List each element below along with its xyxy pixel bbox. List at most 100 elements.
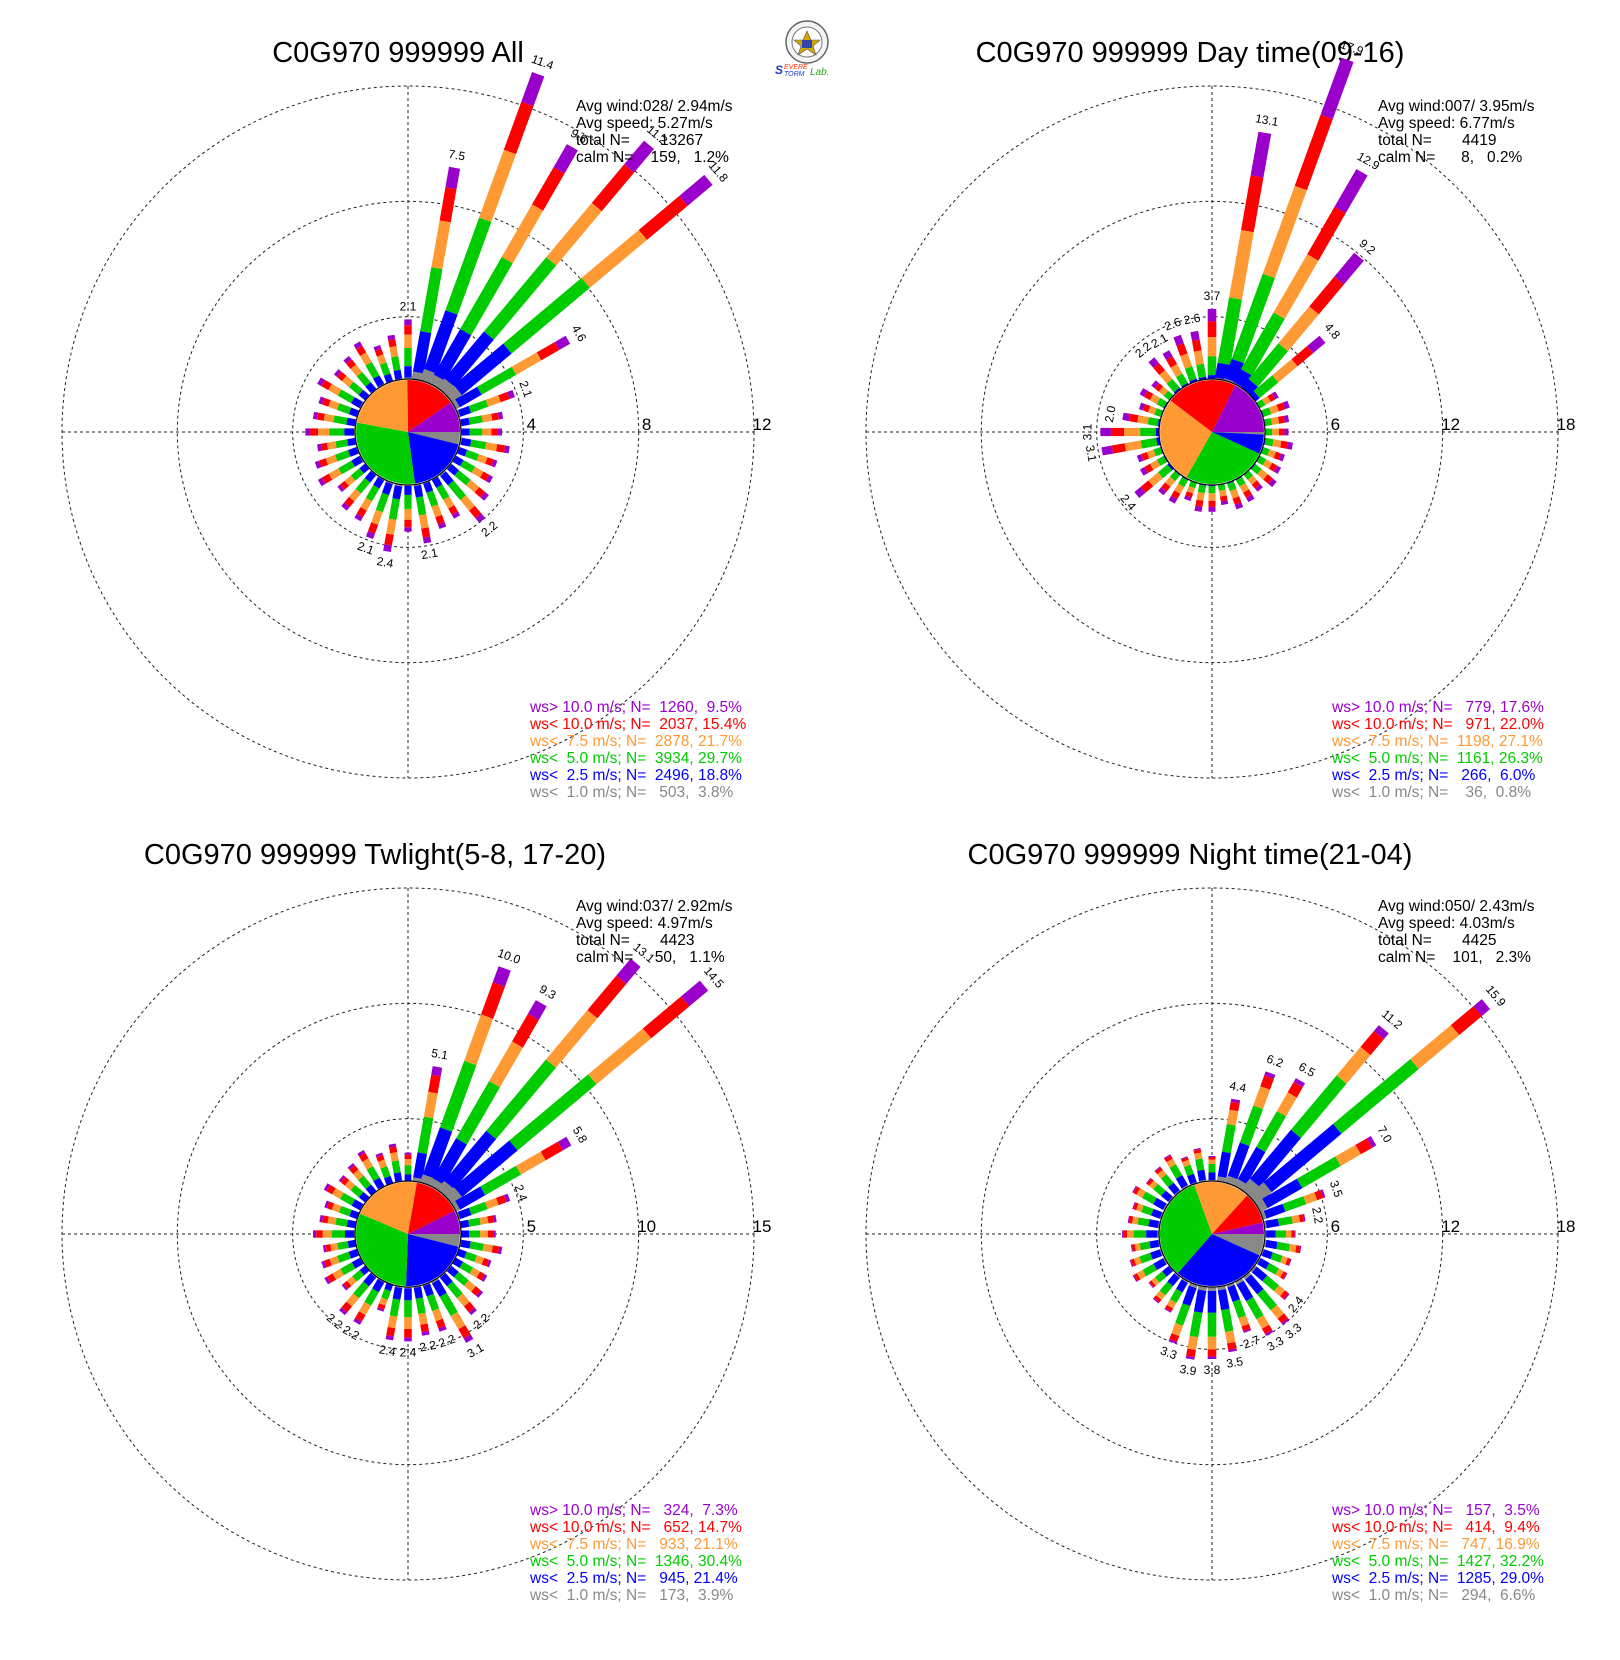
spoke-segment <box>335 439 349 449</box>
spoke-160 <box>1226 479 1244 510</box>
spoke-segment <box>328 383 342 396</box>
spoke-segment <box>1277 1313 1288 1324</box>
spoke-segment <box>318 428 330 436</box>
spoke-segment <box>1256 399 1266 409</box>
spoke-segment <box>383 544 392 552</box>
spoke-segment <box>1151 380 1159 389</box>
pie-slice <box>1177 1234 1260 1287</box>
spoke-segment <box>1231 273 1275 364</box>
spoke-segment <box>331 1230 345 1238</box>
spoke-segment <box>1302 1213 1306 1222</box>
legend: ws> 10.0 m/s; N= 157, 3.5%ws< 10.0 m/s; … <box>1331 1502 1544 1604</box>
pie-slice <box>1170 380 1236 432</box>
spoke-segment <box>457 1248 467 1259</box>
spoke-segment <box>1278 306 1319 352</box>
spoke-segment <box>335 1217 348 1227</box>
spoke-segment <box>404 1329 412 1338</box>
spoke-segment <box>322 473 333 484</box>
spoke-segment <box>346 359 356 370</box>
spoke-segment <box>404 494 412 510</box>
spoke-segment <box>1133 1230 1147 1238</box>
spoke-segment <box>1229 1101 1240 1112</box>
spoke-20: 11.4 <box>419 52 556 386</box>
spoke-segment <box>356 507 367 518</box>
spoke-110 <box>1259 1248 1292 1266</box>
legend-entry: ws> 10.0 m/s; N= 1260, 9.5% <box>529 699 742 716</box>
spoke-segment <box>1165 1304 1174 1312</box>
spoke-segment <box>404 1174 412 1181</box>
spoke-segment <box>340 1262 356 1276</box>
spoke-300 <box>1132 1185 1169 1212</box>
pie-slice <box>356 380 408 432</box>
spoke-segment <box>353 1317 362 1325</box>
spoke-segment <box>1136 1188 1146 1198</box>
spoke-segment <box>373 1177 385 1190</box>
spoke-segment <box>1265 1329 1274 1336</box>
center-pie <box>354 1180 462 1288</box>
spoke-segment <box>1265 1239 1278 1250</box>
spoke-segment <box>404 527 412 532</box>
spoke-260 <box>1130 1239 1162 1252</box>
spoke-segment <box>392 1286 403 1300</box>
spoke-segment <box>477 366 517 395</box>
spoke-segment <box>417 1116 434 1154</box>
spoke-segment <box>487 1230 494 1238</box>
spoke-segment <box>439 187 457 223</box>
spoke-segment <box>1184 366 1197 382</box>
spoke-segment <box>324 1276 331 1285</box>
spoke-segment <box>1178 477 1189 487</box>
spoke-segment <box>1153 1295 1162 1303</box>
spoke-segment <box>1233 369 1253 389</box>
spoke-segment <box>1142 1263 1157 1277</box>
ring-label: 12 <box>1441 415 1460 434</box>
spoke-segment <box>1195 1158 1205 1171</box>
spoke-segment <box>486 1259 492 1268</box>
ring-10 <box>176 1002 640 1466</box>
spoke-segment <box>452 1257 464 1268</box>
spoke-segment <box>1262 396 1271 406</box>
spoke-segment <box>460 1219 470 1229</box>
spoke-segment <box>456 1293 470 1307</box>
spoke-segment <box>469 1267 481 1278</box>
spoke-segment <box>447 480 466 500</box>
spoke-segment <box>1145 1177 1152 1184</box>
ring-8 <box>176 200 640 664</box>
legend-entry: ws< 10.0 m/s; N= 971, 22.0% <box>1331 716 1544 733</box>
legend-entry: ws> 10.0 m/s; N= 324, 7.3% <box>529 1502 738 1519</box>
spoke-segment <box>446 1281 463 1299</box>
spoke-240 <box>1139 454 1169 476</box>
spoke-segment <box>1127 1230 1134 1238</box>
spoke-segment <box>344 1180 356 1191</box>
spoke-segment <box>323 1183 331 1192</box>
spoke-segment <box>391 1160 401 1174</box>
spoke-segment <box>349 381 364 396</box>
spoke-segment <box>431 220 451 270</box>
spoke-segment <box>366 531 375 539</box>
spoke-segment <box>460 417 470 427</box>
spoke-segment <box>451 511 461 519</box>
spoke-segment <box>1255 484 1263 492</box>
spoke-label: 3.5 <box>1225 1354 1244 1371</box>
spoke-segment <box>386 1326 396 1337</box>
spoke-segment <box>418 1312 428 1325</box>
spoke-110 <box>1259 446 1285 462</box>
spoke-segment <box>1133 1273 1141 1282</box>
spoke-segment <box>326 441 337 450</box>
spoke-segment <box>365 362 380 379</box>
spoke-160: 2.2 <box>422 1281 457 1350</box>
spoke-segment <box>1208 493 1216 501</box>
spoke-segment <box>422 1127 453 1179</box>
spoke-segment <box>1149 1280 1156 1288</box>
spoke-segment <box>1268 404 1279 415</box>
spoke-segment <box>341 1301 353 1313</box>
spoke-segment <box>1256 1315 1270 1329</box>
spoke-segment <box>1161 1190 1173 1202</box>
spoke-segment <box>343 1280 352 1289</box>
spoke-segment <box>1188 481 1197 489</box>
spoke-segment <box>1196 363 1207 379</box>
spoke-segment <box>1170 471 1180 482</box>
spoke-segment <box>318 458 329 468</box>
panel-title: C0G970 999999 All <box>272 37 524 69</box>
spoke-segment <box>1267 393 1276 402</box>
spoke-segment <box>501 204 544 264</box>
